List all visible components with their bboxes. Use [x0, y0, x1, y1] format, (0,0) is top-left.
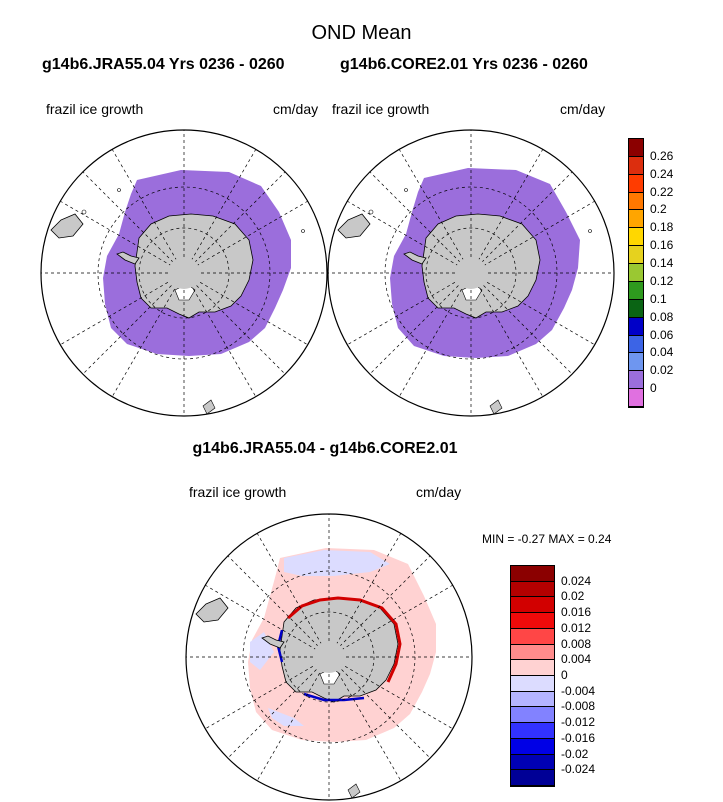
- top-colorbar-label: 0.12: [650, 273, 674, 288]
- diff-colorbar-swatch: [511, 566, 554, 582]
- diff-lavender-region: [250, 550, 390, 726]
- top-colorbar-swatch: [629, 371, 643, 390]
- diff-colorbar-swatch: [511, 770, 554, 786]
- top-colorbar-swatch: [629, 389, 643, 407]
- top-colorbar-swatch: [629, 210, 643, 229]
- diff-colorbar-swatch: [511, 644, 554, 661]
- diff-colorbar-swatch: [511, 707, 554, 724]
- top-colorbar-label: 0.04: [650, 345, 674, 360]
- diff-colorbar-swatch: [511, 676, 554, 692]
- diff-colorbar-swatch: [511, 723, 554, 739]
- diff-colorbar-labels: 0.024 0.02 0.016 0.012 0.008 0.004 0 -0.004 -0.0…: [561, 565, 631, 787]
- left-units-label: cm/day: [273, 101, 319, 117]
- diff-colorbar-label: -0.012: [561, 715, 596, 730]
- right-case-title: g14b6.CORE2.01 Yrs 0236 - 0260: [340, 56, 588, 73]
- diff-colorbar-swatch: [511, 754, 554, 771]
- diff-units-label: cm/day: [416, 484, 462, 500]
- antarctic-peninsula: [261, 635, 285, 649]
- diff-minmax: MIN = -0.27 MAX = 0.24: [482, 532, 612, 546]
- diff-colorbar-swatch: [511, 691, 554, 708]
- top-colorbar-swatch: [629, 228, 643, 247]
- top-colorbar-label: 0.02: [650, 363, 674, 378]
- left-field-label: frazil ice growth: [46, 101, 144, 117]
- top-colorbar-swatch: [629, 139, 643, 157]
- page-title: OND Mean: [311, 22, 412, 44]
- left-case-title: g14b6.JRA55.04 Yrs 0236 - 0260: [42, 56, 285, 73]
- top-colorbar-labels: 0.26 0.24 0.22 0.2 0.18 0.16 0.14 0.12 0.1 0.08 0.…: [650, 138, 710, 408]
- diff-colorbar-label: -0.016: [561, 730, 596, 745]
- top-colorbar-label: 0.08: [650, 309, 674, 324]
- diff-colorbar-label: 0.024: [561, 573, 592, 588]
- top-colorbar-label: 0.06: [650, 327, 674, 342]
- right-units-label: cm/day: [560, 101, 606, 117]
- diff-colorbar-label: 0.012: [561, 620, 592, 635]
- top-colorbar-label: 0.16: [650, 238, 674, 253]
- diff-colorbar: [510, 565, 555, 787]
- top-colorbar-label: 0.1: [650, 291, 667, 306]
- diff-colorbar-swatch: [511, 738, 554, 755]
- diff-colorbar-swatch: [511, 597, 554, 614]
- diff-colorbar-label: 0.02: [561, 589, 585, 604]
- top-colorbar-label: 0.2: [650, 202, 667, 217]
- antarctic-peninsula: [116, 251, 140, 265]
- top-colorbar-label: 0.24: [650, 166, 674, 181]
- diff-colorbar-label: 0.004: [561, 652, 592, 667]
- diff-colorbar-label: 0.008: [561, 636, 592, 651]
- top-colorbar-swatch: [629, 299, 643, 318]
- diff-colorbar-label: 0: [561, 668, 568, 682]
- top-colorbar-swatch: [629, 335, 643, 354]
- top-colorbar-swatch: [629, 264, 643, 282]
- diff-colorbar-swatch: [511, 581, 554, 598]
- left-polar-map: [40, 129, 328, 417]
- top-colorbar-swatch: [629, 156, 643, 175]
- diff-colorbar-label: -0.004: [561, 683, 596, 698]
- diff-polar-map: [185, 513, 473, 801]
- top-colorbar-label: 0.14: [650, 256, 674, 271]
- coastal-positive-anomaly: [287, 596, 402, 683]
- diff-title: g14b6.JRA55.04 - g14b6.CORE2.01: [192, 440, 458, 457]
- top-colorbar-swatch: [629, 174, 643, 193]
- diff-colorbar-swatch: [511, 628, 554, 645]
- diff-colorbar-label: -0.02: [561, 746, 589, 761]
- antarctic-peninsula: [403, 251, 427, 265]
- top-colorbar-label: 0: [650, 381, 657, 396]
- new-zealand-island: [489, 399, 503, 415]
- new-zealand-island: [202, 399, 216, 415]
- top-colorbar-swatch: [629, 353, 643, 372]
- top-colorbar-swatch: [629, 246, 643, 265]
- south-america-tip: [195, 597, 229, 623]
- diff-colorbar-label: -0.008: [561, 699, 596, 714]
- diff-colorbar-swatch: [511, 613, 554, 629]
- diff-colorbar-label: -0.024: [561, 762, 596, 777]
- right-field-label: frazil ice growth: [332, 101, 430, 117]
- top-colorbar-label: 0.26: [650, 148, 674, 163]
- top-colorbar-swatch: [629, 281, 643, 300]
- right-polar-map: [327, 129, 615, 417]
- diff-colorbar-label: 0.016: [561, 605, 592, 620]
- top-colorbar: [628, 138, 644, 408]
- top-colorbar-swatch: [629, 317, 643, 336]
- diff-field-label: frazil ice growth: [189, 484, 287, 500]
- top-colorbar-swatch: [629, 192, 643, 211]
- diff-colorbar-swatch: [511, 660, 554, 676]
- top-colorbar-label: 0.18: [650, 220, 674, 235]
- south-america-tip: [50, 213, 84, 239]
- south-america-tip: [337, 213, 371, 239]
- top-colorbar-label: 0.22: [650, 184, 674, 199]
